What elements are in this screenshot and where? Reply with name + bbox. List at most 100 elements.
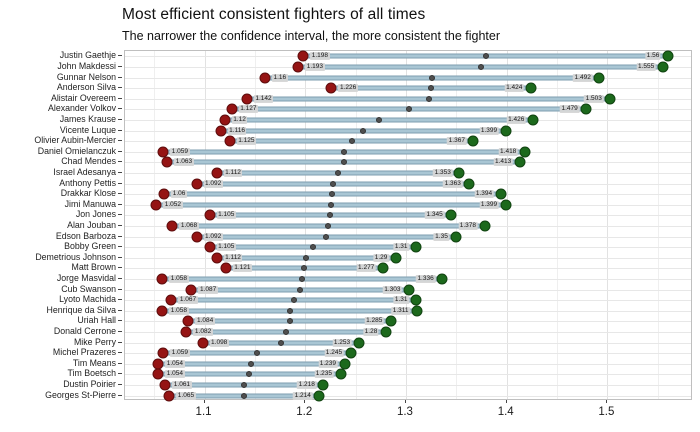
upper-bound-value-label: 1.492 [573, 73, 593, 82]
grid-line-vertical-major [506, 51, 508, 399]
upper-bound-dot [410, 294, 422, 306]
y-tick-mark [118, 235, 122, 237]
upper-bound-dot [593, 72, 605, 83]
midpoint-dot [253, 350, 260, 357]
upper-bound-dot [385, 315, 397, 327]
midpoint-dot [429, 74, 436, 81]
upper-bound-value-label: 1.555 [636, 62, 656, 71]
y-tick-mark [118, 341, 122, 343]
fighter-name-label: Israel Adesanya [53, 166, 116, 177]
y-tick-mark [118, 118, 122, 120]
upper-bound-value-label: 1.218 [297, 381, 317, 390]
midpoint-dot [299, 276, 306, 283]
upper-bound-value-label: 1.418 [498, 147, 518, 156]
upper-bound-dot [450, 231, 462, 243]
midpoint-dot [290, 297, 297, 304]
upper-bound-value-label: 1.399 [479, 200, 499, 209]
upper-bound-dot [467, 135, 479, 147]
y-tick-mark [118, 288, 122, 290]
fighter-name-label: Tim Means [72, 357, 116, 368]
y-tick-mark [118, 140, 122, 142]
upper-bound-value-label: 1.253 [332, 338, 352, 347]
upper-bound-value-label: 1.28 [363, 328, 379, 337]
upper-bound-value-label: 1.285 [364, 317, 384, 326]
fighter-name-label: James Krause [59, 113, 116, 124]
midpoint-dot [286, 307, 293, 314]
y-tick-mark [118, 76, 122, 78]
lower-bound-value-label: 1.127 [238, 105, 259, 114]
lower-bound-value-label: 1.052 [163, 200, 183, 209]
upper-bound-dot [479, 220, 491, 232]
midpoint-dot [425, 95, 432, 102]
y-tick-mark [118, 214, 122, 216]
grid-line-horizontal [125, 268, 691, 270]
y-tick-mark [118, 384, 122, 386]
lower-bound-dot [161, 156, 173, 168]
lower-bound-dot [166, 220, 178, 232]
upper-bound-value-label: 1.426 [506, 115, 526, 124]
midpoint-dot [248, 360, 255, 367]
upper-bound-dot [380, 326, 392, 338]
lower-bound-dot [157, 146, 169, 158]
upper-bound-dot [339, 358, 351, 370]
lower-bound-value-label: 1.16 [271, 73, 288, 82]
lower-bound-value-label: 1.06 [171, 190, 187, 199]
y-tick-mark [118, 278, 122, 280]
chart-subtitle: The narrower the confidence interval, th… [122, 29, 500, 43]
midpoint-dot [303, 254, 310, 261]
y-tick-mark [118, 246, 122, 248]
grid-line-horizontal [125, 385, 691, 387]
lower-bound-dot [185, 284, 197, 296]
lower-bound-value-label: 1.087 [198, 285, 218, 294]
upper-bound-value-label: 1.239 [318, 359, 338, 368]
lower-bound-dot [259, 72, 271, 83]
lower-bound-dot [182, 315, 194, 327]
grid-line-vertical-major [607, 51, 609, 399]
upper-bound-dot [453, 167, 465, 179]
x-tick-mark [606, 400, 608, 403]
lower-bound-value-label: 1.105 [216, 211, 236, 220]
midpoint-dot [477, 63, 484, 70]
lower-bound-dot [157, 347, 169, 359]
upper-bound-value-label: 1.399 [479, 126, 499, 135]
lower-bound-dot [226, 103, 238, 115]
y-tick-mark [118, 87, 122, 89]
y-tick-mark [118, 267, 122, 269]
lower-bound-dot [220, 262, 232, 274]
midpoint-dot [241, 392, 248, 399]
lower-bound-dot [219, 114, 231, 126]
fighter-name-label: Jorge Masvidal [56, 273, 116, 284]
midpoint-dot [360, 127, 367, 134]
upper-bound-value-label: 1.245 [324, 349, 344, 358]
upper-bound-dot [403, 284, 415, 296]
upper-bound-dot [390, 252, 402, 264]
y-tick-mark [118, 129, 122, 131]
midpoint-dot [341, 148, 348, 155]
fighter-name-label: Jon Jones [75, 209, 116, 220]
lower-bound-dot [191, 178, 202, 190]
grid-line-horizontal [125, 321, 691, 323]
x-tick-label: 1.1 [195, 406, 212, 418]
midpoint-dot [277, 339, 284, 346]
fighter-name-label: Alan Jouban [67, 220, 116, 230]
y-tick-mark [118, 108, 122, 110]
lower-bound-value-label: 1.058 [169, 306, 189, 315]
upper-bound-value-label: 1.479 [559, 105, 580, 114]
upper-bound-value-label: 1.336 [415, 275, 436, 284]
lower-bound-value-label: 1.068 [179, 222, 199, 230]
upper-bound-dot [662, 50, 674, 62]
lower-bound-value-label: 1.058 [169, 275, 189, 284]
midpoint-dot [301, 265, 308, 272]
fighter-name-label: Edson Barboza [55, 230, 116, 241]
fighter-name-label: Justin Gaethje [59, 50, 116, 61]
midpoint-dot [329, 180, 336, 187]
lower-bound-value-label: 1.121 [232, 264, 252, 273]
fighter-name-label: Demetrious Johnson [35, 251, 116, 262]
lower-bound-value-label: 1.142 [253, 94, 274, 103]
upper-bound-value-label: 1.31 [393, 243, 410, 252]
lower-bound-dot [204, 241, 216, 253]
upper-bound-value-label: 1.413 [493, 158, 513, 167]
fighter-name-label: Matt Brown [71, 262, 117, 273]
upper-bound-value-label: 1.503 [584, 94, 604, 103]
y-tick-mark [118, 171, 122, 173]
